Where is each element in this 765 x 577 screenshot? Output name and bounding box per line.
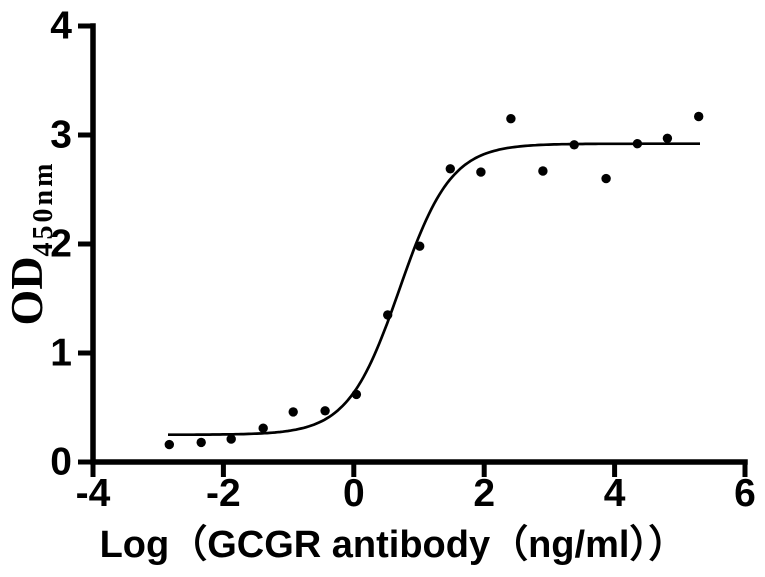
y-axis-title-base: OD	[1, 256, 52, 325]
data-point	[694, 111, 704, 122]
x-tick-label: -4	[76, 472, 111, 515]
y-tick-label: 3	[50, 114, 72, 157]
y-tick-label: 4	[50, 5, 72, 48]
y-tick-label: 0	[50, 441, 72, 484]
y-axis-title-subscript: 450nm	[28, 161, 59, 257]
data-point	[164, 439, 174, 450]
x-axis-title: Log（GCGR antibody（ng/ml））	[100, 524, 687, 566]
y-tick-label: 1	[50, 332, 72, 375]
data-point	[506, 114, 516, 124]
data-point	[601, 173, 611, 184]
x-tick-label: 4	[604, 472, 626, 515]
fit-curve	[168, 142, 700, 437]
x-tick-label: 2	[473, 472, 495, 515]
data-point	[288, 407, 298, 417]
data-point	[445, 164, 455, 174]
y-tick-label: 2	[50, 223, 72, 266]
data-point	[538, 166, 548, 176]
data-point	[196, 437, 206, 448]
data-point	[258, 423, 268, 433]
x-tick-label: 0	[343, 472, 365, 515]
data-point	[320, 406, 330, 416]
x-tick-label: -2	[206, 472, 241, 515]
x-tick-label: 6	[734, 472, 756, 515]
axes-spines	[90, 23, 748, 465]
data-point	[226, 434, 236, 444]
y-axis-title: OD450nm	[1, 161, 59, 326]
data-point	[476, 167, 486, 177]
data-point	[662, 133, 673, 143]
